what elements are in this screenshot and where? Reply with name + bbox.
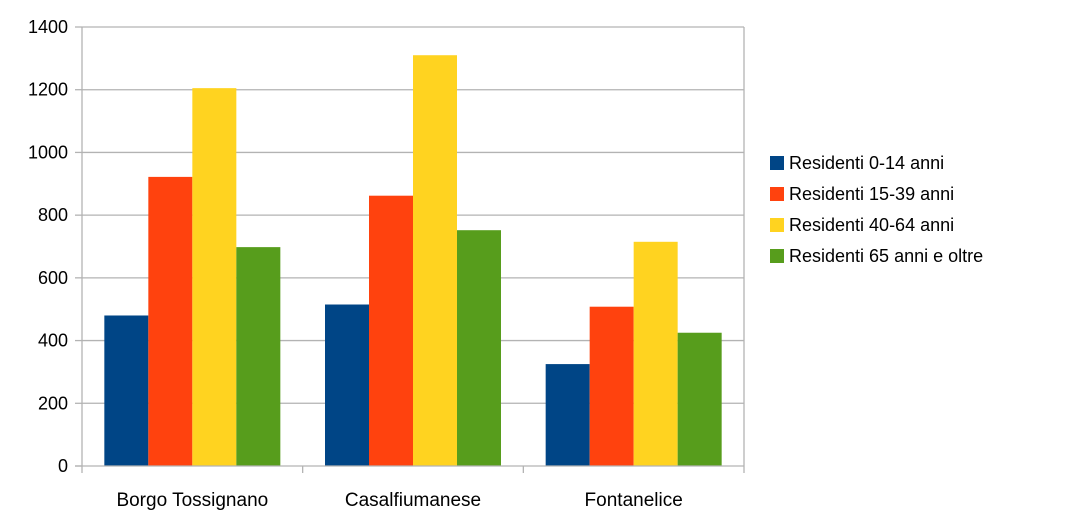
bar-2-1 bbox=[589, 306, 634, 466]
bar-0-1 bbox=[148, 176, 193, 466]
legend-swatch-0 bbox=[770, 156, 784, 170]
y-tick-label: 1000 bbox=[28, 142, 68, 162]
legend-label-1: Residenti 15-39 anni bbox=[789, 184, 954, 204]
y-tick-label: 200 bbox=[38, 393, 68, 413]
legend-label-3: Residenti 65 anni e oltre bbox=[789, 246, 983, 266]
y-tick-label: 600 bbox=[38, 268, 68, 288]
bar-1-1 bbox=[369, 195, 413, 467]
bars bbox=[104, 55, 722, 467]
x-category-label: Fontanelice bbox=[585, 490, 683, 511]
legend-label-2: Residenti 40-64 anni bbox=[789, 215, 954, 235]
bar-2-0 bbox=[545, 364, 590, 466]
legend: Residenti 0-14 anni Residenti 15-39 anni R… bbox=[770, 153, 983, 266]
legend-swatch-1 bbox=[770, 187, 784, 201]
y-tick-label: 1400 bbox=[28, 17, 68, 37]
legend-swatch-2 bbox=[770, 218, 784, 232]
y-axis-ticks: 0 200 400 600 800 1000 1200 1400 bbox=[28, 17, 68, 476]
y-tick-label: 1200 bbox=[28, 80, 68, 100]
legend-label-0: Residenti 0-14 anni bbox=[789, 153, 944, 173]
bar-0-0 bbox=[104, 315, 149, 466]
bar-2-2 bbox=[633, 241, 678, 466]
legend-swatch-3 bbox=[770, 249, 784, 263]
x-axis-labels: Borgo Tossignano Casalfiumanese Fontanelic… bbox=[116, 490, 682, 511]
bar-0-2 bbox=[192, 88, 237, 467]
bar-2-3 bbox=[677, 332, 722, 466]
x-category-label: Borgo Tossignano bbox=[116, 490, 268, 511]
y-tick-label: 400 bbox=[38, 331, 68, 351]
bar-1-2 bbox=[413, 55, 457, 466]
bar-0-3 bbox=[236, 247, 281, 466]
bar-1-0 bbox=[325, 304, 369, 466]
y-tick-label: 0 bbox=[58, 456, 68, 476]
x-category-label: Casalfiumanese bbox=[345, 490, 481, 511]
y-tick-label: 800 bbox=[38, 205, 68, 225]
axes bbox=[75, 26, 745, 473]
bar-1-3 bbox=[457, 230, 501, 466]
